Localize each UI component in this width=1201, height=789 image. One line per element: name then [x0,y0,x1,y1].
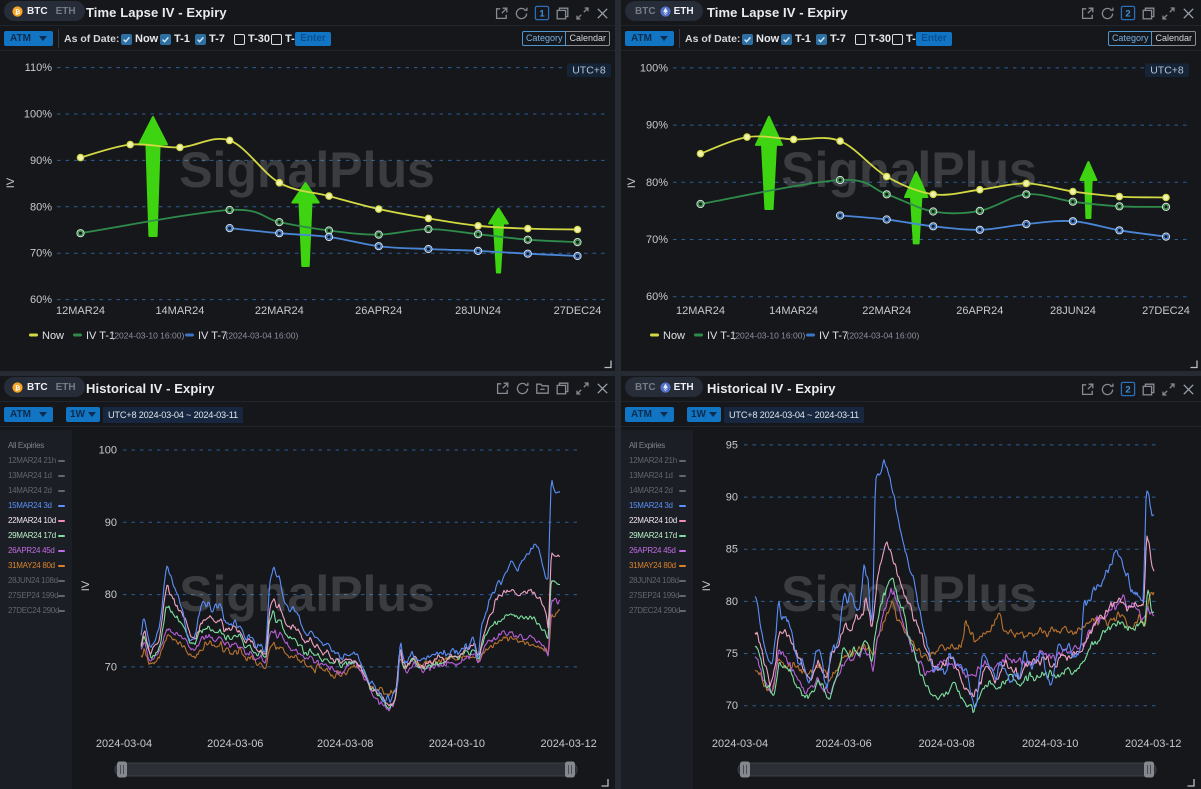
svg-text:14MAR24: 14MAR24 [155,305,204,317]
svg-text:80: 80 [105,589,117,601]
svg-text:100%: 100% [24,109,52,121]
svg-text:100: 100 [99,445,117,457]
svg-text:2: 2 [1125,385,1130,396]
svg-text:2024-03-06: 2024-03-06 [207,738,263,750]
svg-text:22MAR24: 22MAR24 [862,305,911,317]
svg-text:1: 1 [539,9,545,20]
svg-text:80: 80 [726,596,738,608]
svg-text:UTC+8: UTC+8 [1150,65,1184,77]
svg-text:70%: 70% [30,248,52,260]
svg-text:85: 85 [726,544,738,556]
svg-text:2024-03-04: 2024-03-04 [96,738,152,750]
svg-text:60%: 60% [646,291,668,303]
svg-text:IV T-7: IV T-7 [819,330,848,342]
svg-text:(2024-03-10 16:00): (2024-03-10 16:00) [733,331,806,341]
svg-text:90: 90 [726,492,738,504]
svg-text:70: 70 [105,661,117,673]
svg-text:28JUN24: 28JUN24 [455,305,501,317]
svg-text:2: 2 [1125,9,1130,20]
svg-text:IV T-1: IV T-1 [707,330,736,342]
svg-text:27DEC24: 27DEC24 [1142,305,1190,317]
svg-text:22MAR24: 22MAR24 [255,305,304,317]
svg-text:75: 75 [726,648,738,660]
svg-text:(2024-03-04 16:00): (2024-03-04 16:00) [226,331,299,341]
svg-text:95: 95 [726,439,738,451]
svg-text:80%: 80% [646,177,668,189]
svg-text:2024-03-12: 2024-03-12 [540,738,596,750]
svg-text:26APR24: 26APR24 [355,305,402,317]
svg-text:IV T-7: IV T-7 [198,330,227,342]
svg-text:14MAR24: 14MAR24 [769,305,818,317]
svg-text:Now: Now [42,330,64,342]
svg-text:2024-03-12: 2024-03-12 [1125,738,1181,750]
svg-text:90%: 90% [646,120,668,132]
svg-text:2024-03-10: 2024-03-10 [429,738,485,750]
svg-text:SignalPlus: SignalPlus [179,566,435,622]
svg-text:90%: 90% [30,155,52,167]
svg-text:₿: ₿ [15,383,21,391]
svg-text:100%: 100% [640,62,668,74]
svg-text:(2024-03-10 16:00): (2024-03-10 16:00) [112,331,185,341]
svg-text:27DEC24: 27DEC24 [554,305,602,317]
svg-text:Now: Now [663,330,685,342]
svg-text:2024-03-08: 2024-03-08 [918,738,974,750]
svg-text:110%: 110% [25,62,53,74]
svg-text:SignalPlus: SignalPlus [781,566,1037,622]
svg-text:(2024-03-04 16:00): (2024-03-04 16:00) [847,331,920,341]
svg-text:UTC+8: UTC+8 [572,65,606,77]
svg-text:IV: IV [80,580,92,591]
svg-text:2024-03-04: 2024-03-04 [712,738,768,750]
svg-text:IV: IV [5,177,17,188]
svg-text:28JUN24: 28JUN24 [1050,305,1096,317]
svg-text:IV: IV [626,177,638,188]
svg-text:70: 70 [726,700,738,712]
svg-text:70%: 70% [646,234,668,246]
svg-text:2024-03-08: 2024-03-08 [317,738,373,750]
svg-text:2024-03-10: 2024-03-10 [1022,738,1078,750]
svg-text:12MAR24: 12MAR24 [676,305,725,317]
svg-text:60%: 60% [30,294,52,306]
svg-text:26APR24: 26APR24 [956,305,1003,317]
svg-text:₿: ₿ [15,7,21,15]
svg-text:IV T-1: IV T-1 [86,330,115,342]
svg-text:2024-03-06: 2024-03-06 [815,738,871,750]
svg-text:80%: 80% [30,201,52,213]
svg-text:90: 90 [105,517,117,529]
svg-text:12MAR24: 12MAR24 [56,305,105,317]
svg-text:IV: IV [701,580,713,591]
